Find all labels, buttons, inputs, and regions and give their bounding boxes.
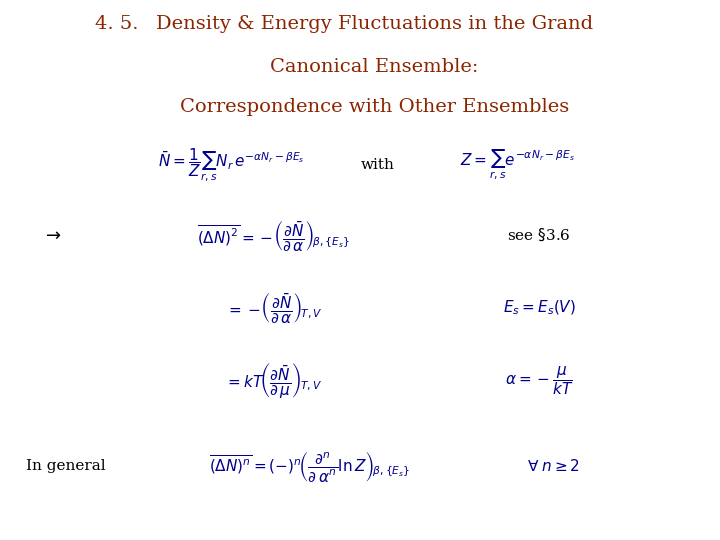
Text: $\overline{(\Delta N)^2} = -\!\left(\dfrac{\partial\bar{N}}{\partial\,\alpha}\ri: $\overline{(\Delta N)^2} = -\!\left(\dfr… <box>197 218 351 253</box>
Text: In general: In general <box>26 459 106 473</box>
Text: $\rightarrow$: $\rightarrow$ <box>42 226 61 244</box>
Text: $E_s = E_s(V)$: $E_s = E_s(V)$ <box>503 299 576 317</box>
Text: $= kT\!\left(\dfrac{\partial\bar{N}}{\partial\,\mu}\right)_{\!T,V}$: $= kT\!\left(\dfrac{\partial\bar{N}}{\pa… <box>225 361 323 400</box>
Text: $\overline{(\Delta N)^n} = (-)^n\!\left(\dfrac{\partial^n}{\partial\,\alpha^n}\l: $\overline{(\Delta N)^n} = (-)^n\!\left(… <box>209 449 410 484</box>
Text: $= -\!\left(\dfrac{\partial\bar{N}}{\partial\,\alpha}\right)_{\!T,V}$: $= -\!\left(\dfrac{\partial\bar{N}}{\par… <box>225 290 322 325</box>
Text: Canonical Ensemble:: Canonical Ensemble: <box>270 58 479 76</box>
Text: $\alpha = -\dfrac{\mu}{kT}$: $\alpha = -\dfrac{\mu}{kT}$ <box>505 364 574 396</box>
Text: Correspondence with Other Ensembles: Correspondence with Other Ensembles <box>180 98 569 116</box>
Text: 4. 5.: 4. 5. <box>94 15 138 33</box>
Text: Density & Energy Fluctuations in the Grand: Density & Energy Fluctuations in the Gra… <box>156 15 593 33</box>
Text: $Z = \sum_{r,s} e^{-\alpha N_r - \beta E_s}$: $Z = \sum_{r,s} e^{-\alpha N_r - \beta E… <box>460 148 575 182</box>
Text: $\forall\; n \geq 2$: $\forall\; n \geq 2$ <box>527 458 580 474</box>
Text: with: with <box>361 158 395 172</box>
Text: $\bar{N} = \dfrac{1}{Z}\sum_{r,s} N_r\, e^{-\alpha N_r - \beta E_s}$: $\bar{N} = \dfrac{1}{Z}\sum_{r,s} N_r\, … <box>158 146 304 184</box>
Text: see $\S$3.6: see $\S$3.6 <box>508 227 571 244</box>
